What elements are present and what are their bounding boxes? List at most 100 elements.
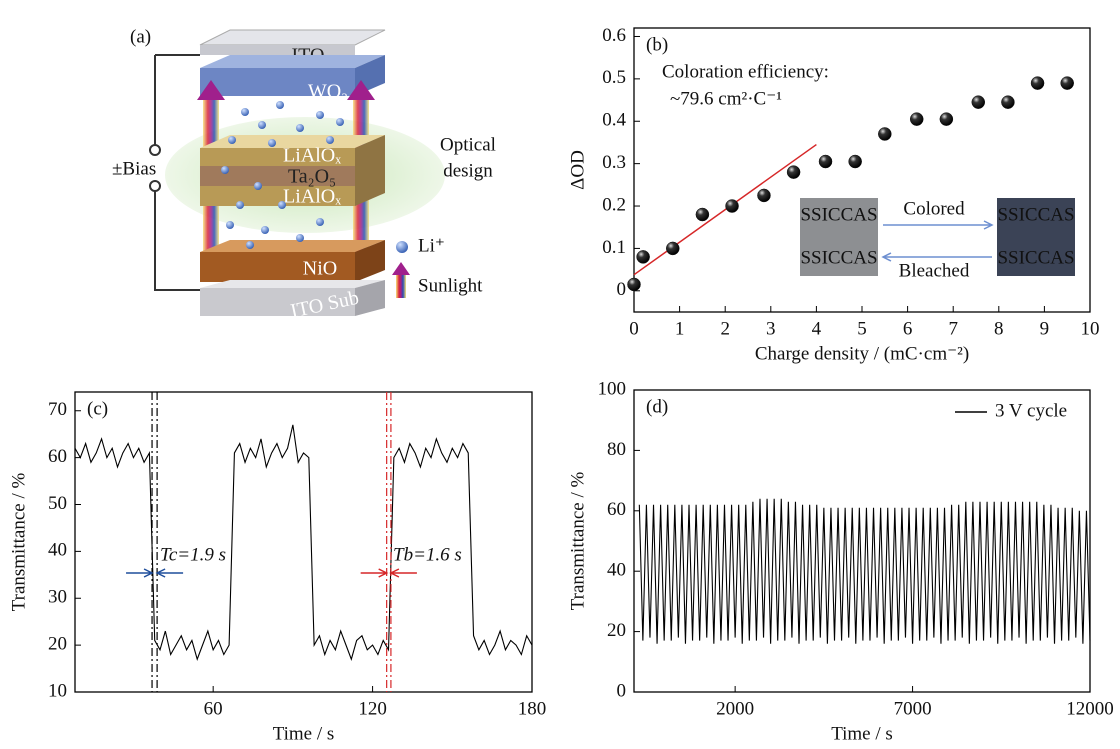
legend-li bbox=[396, 241, 408, 253]
data-point bbox=[940, 113, 953, 126]
x-tick-label: 4 bbox=[812, 318, 822, 339]
terminal bbox=[150, 181, 160, 191]
layer-label: LiAlOₓ bbox=[283, 145, 341, 167]
y-tick-label: 0.6 bbox=[602, 25, 626, 46]
data-point bbox=[1031, 77, 1044, 90]
data-point bbox=[849, 155, 862, 168]
y-tick-label: 20 bbox=[48, 633, 67, 654]
annotation: Coloration efficiency: bbox=[662, 61, 829, 82]
layer-label: Ta₂O₅ bbox=[288, 166, 336, 188]
x-tick-label: 2000 bbox=[716, 698, 754, 719]
y-tick-label: 100 bbox=[598, 378, 627, 399]
x-tick-label: 60 bbox=[204, 698, 223, 719]
y-tick-label: 0.4 bbox=[602, 110, 626, 131]
terminal bbox=[150, 145, 160, 155]
panel-label: (c) bbox=[87, 398, 108, 419]
data-line bbox=[75, 425, 532, 659]
y-axis-label: ΔOD bbox=[567, 150, 588, 190]
x-tick-label: 9 bbox=[1040, 318, 1050, 339]
nio-top bbox=[200, 240, 385, 252]
legend-label: Sunlight bbox=[418, 275, 483, 296]
inset-text: SSICCAS bbox=[997, 204, 1074, 225]
arrow bbox=[126, 569, 183, 577]
data-point bbox=[1061, 77, 1074, 90]
x-tick-label: 8 bbox=[994, 318, 1004, 339]
bias-label: ±Bias bbox=[112, 158, 156, 179]
y-tick-label: 60 bbox=[48, 446, 67, 467]
ito-front bbox=[200, 45, 355, 55]
x-tick-label: 12000 bbox=[1066, 698, 1114, 719]
data-point bbox=[726, 200, 739, 213]
layer-label: LiAlOₓ bbox=[283, 186, 341, 208]
fit-line bbox=[634, 145, 816, 275]
panel: 10 20 30 40 50 60 70 60 120 180 Time / s Transmitta… bbox=[8, 392, 546, 744]
legend-sunlight bbox=[396, 272, 406, 298]
y-tick-label: 60 bbox=[607, 499, 626, 520]
panel-label: (a) bbox=[130, 26, 151, 47]
data-point bbox=[910, 113, 923, 126]
data-point bbox=[696, 208, 709, 221]
ito-top bbox=[200, 30, 385, 45]
y-tick-label: 40 bbox=[48, 540, 67, 561]
annotation: Tc=1.9 s bbox=[160, 544, 226, 565]
x-tick-label: 10 bbox=[1081, 318, 1100, 339]
x-axis-label: Charge density / (mC·cm⁻²) bbox=[755, 343, 969, 364]
x-tick-label: 5 bbox=[857, 318, 867, 339]
x-tick-label: 2 bbox=[720, 318, 730, 339]
y-axis-label: Transmittance / % bbox=[8, 473, 29, 612]
y-tick-label: 10 bbox=[48, 680, 67, 701]
figure: (a) ±Bias ITO WO₃ LiAlOₓ Ta₂O₅ LiAlOₓ Ni… bbox=[0, 0, 1120, 749]
data-point bbox=[757, 189, 770, 202]
data-point bbox=[819, 155, 832, 168]
wo3-top bbox=[200, 55, 385, 68]
y-tick-label: 0.3 bbox=[602, 152, 626, 173]
y-tick-label: 0.2 bbox=[602, 194, 626, 215]
y-axis-label: Transmittance / % bbox=[567, 472, 588, 611]
y-tick-label: 70 bbox=[48, 399, 67, 420]
x-tick-label: 120 bbox=[358, 698, 387, 719]
data-point bbox=[787, 166, 800, 179]
legend-label: Li⁺ bbox=[418, 235, 445, 256]
data-point bbox=[666, 242, 679, 255]
sub-top bbox=[200, 280, 385, 288]
y-tick-label: 0 bbox=[617, 680, 627, 701]
panel-label: (d) bbox=[646, 396, 668, 417]
x-tick-label: 7000 bbox=[894, 698, 932, 719]
data-point bbox=[637, 250, 650, 263]
optical-label: design bbox=[443, 160, 493, 181]
data-line bbox=[639, 499, 1090, 644]
x-tick-label: 7 bbox=[948, 318, 958, 339]
legend-sunlight-head bbox=[392, 262, 410, 275]
x-tick-label: 3 bbox=[766, 318, 776, 339]
data-point bbox=[1001, 96, 1014, 109]
y-tick-label: 40 bbox=[607, 560, 626, 581]
x-tick-label: 0 bbox=[629, 318, 639, 339]
legend-label: 3 V cycle bbox=[995, 400, 1067, 421]
x-tick-label: 1 bbox=[675, 318, 685, 339]
inset-text: SSICCAS bbox=[997, 247, 1074, 268]
y-tick-label: 30 bbox=[48, 587, 67, 608]
inset-text: SSICCAS bbox=[800, 204, 877, 225]
y-tick-label: 0.5 bbox=[602, 67, 626, 88]
arrow bbox=[361, 569, 417, 577]
data-point bbox=[972, 96, 985, 109]
x-tick-label: 180 bbox=[518, 698, 547, 719]
y-tick-label: 50 bbox=[48, 493, 67, 514]
annotation: Tb=1.6 s bbox=[393, 544, 462, 565]
arrow bbox=[883, 221, 992, 229]
annotation: ~79.6 cm²·C⁻¹ bbox=[670, 88, 782, 109]
y-tick-label: 0.1 bbox=[602, 237, 626, 258]
inset-text: SSICCAS bbox=[800, 247, 877, 268]
x-axis-label: Time / s bbox=[273, 723, 335, 744]
data-point bbox=[628, 278, 641, 291]
plot-frame bbox=[75, 392, 532, 692]
x-axis-label: Time / s bbox=[831, 723, 893, 744]
panel-label: (b) bbox=[646, 34, 668, 55]
x-tick-label: 6 bbox=[903, 318, 913, 339]
annotation: Colored bbox=[903, 198, 965, 219]
y-tick-label: 20 bbox=[607, 620, 626, 641]
layer-label: WO₃ bbox=[308, 81, 348, 103]
optical-label: Optical bbox=[440, 134, 496, 155]
